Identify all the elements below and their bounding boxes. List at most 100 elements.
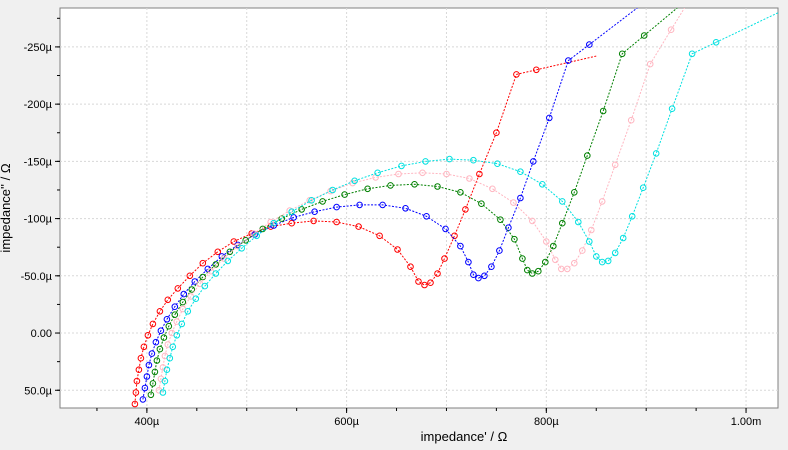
data-point-red[interactable] xyxy=(230,238,238,245)
data-point-blue[interactable] xyxy=(530,158,537,165)
data-point-blue[interactable] xyxy=(141,384,149,392)
data-point-pink[interactable] xyxy=(667,26,675,34)
data-point-pink[interactable] xyxy=(306,197,314,204)
data-point-cyan[interactable] xyxy=(169,343,177,351)
data-point-green[interactable] xyxy=(457,189,464,196)
data-point-cyan[interactable] xyxy=(628,213,636,220)
data-point-red[interactable] xyxy=(174,285,182,292)
data-point-blue[interactable] xyxy=(163,316,171,323)
data-point-cyan[interactable] xyxy=(668,105,676,112)
data-point-blue[interactable] xyxy=(402,205,409,212)
data-point-green[interactable] xyxy=(571,189,578,196)
data-point-blue[interactable] xyxy=(586,41,593,48)
data-point-cyan[interactable] xyxy=(398,162,405,170)
data-point-green[interactable] xyxy=(278,215,286,222)
data-point-pink[interactable] xyxy=(395,170,402,178)
data-point-green[interactable] xyxy=(319,198,326,205)
data-point-blue[interactable] xyxy=(356,201,363,209)
data-point-pink[interactable] xyxy=(443,170,450,178)
data-point-blue[interactable] xyxy=(333,203,340,211)
data-point-blue[interactable] xyxy=(488,263,495,271)
data-point-cyan[interactable] xyxy=(598,258,606,266)
data-point-pink[interactable] xyxy=(579,247,586,254)
data-point-green[interactable] xyxy=(153,357,161,364)
data-point-cyan[interactable] xyxy=(212,270,220,277)
data-point-pink[interactable] xyxy=(267,218,275,226)
data-point-cyan[interactable] xyxy=(192,295,200,303)
data-point-green[interactable] xyxy=(212,261,220,268)
data-point-green[interactable] xyxy=(341,191,348,198)
data-point-green[interactable] xyxy=(478,200,485,207)
data-point-blue[interactable] xyxy=(157,327,165,335)
data-point-blue[interactable] xyxy=(465,258,472,266)
data-point-green[interactable] xyxy=(298,206,306,213)
data-point-red[interactable] xyxy=(407,263,414,271)
data-point-cyan[interactable] xyxy=(539,181,546,188)
data-point-cyan[interactable] xyxy=(712,39,720,46)
data-point-red[interactable] xyxy=(434,270,441,277)
data-point-blue[interactable] xyxy=(475,274,482,282)
data-point-blue[interactable] xyxy=(442,225,449,233)
data-point-red[interactable] xyxy=(421,281,428,289)
data-point-green[interactable] xyxy=(364,185,371,193)
data-point-green[interactable] xyxy=(188,286,196,293)
data-point-green[interactable] xyxy=(599,107,607,115)
data-point-green[interactable] xyxy=(171,311,179,319)
data-point-red[interactable] xyxy=(132,389,140,396)
data-point-cyan[interactable] xyxy=(517,168,524,175)
data-point-cyan[interactable] xyxy=(253,232,261,240)
data-point-red[interactable] xyxy=(333,218,340,226)
data-point-red[interactable] xyxy=(214,248,222,256)
data-point-blue[interactable] xyxy=(457,242,464,250)
data-point-green[interactable] xyxy=(242,237,249,244)
data-point-cyan[interactable] xyxy=(604,257,612,265)
data-point-cyan[interactable] xyxy=(178,320,186,328)
data-point-green[interactable] xyxy=(497,216,504,223)
data-point-blue[interactable] xyxy=(517,194,524,202)
data-point-cyan[interactable] xyxy=(575,218,582,226)
data-point-red[interactable] xyxy=(533,66,540,74)
data-point-cyan[interactable] xyxy=(329,186,336,194)
data-point-red[interactable] xyxy=(355,223,362,230)
data-point-green[interactable] xyxy=(529,270,536,277)
data-point-cyan[interactable] xyxy=(224,257,232,265)
data-point-green[interactable] xyxy=(640,32,648,39)
data-point-red[interactable] xyxy=(137,354,145,362)
data-point-pink[interactable] xyxy=(489,185,496,193)
data-point-green[interactable] xyxy=(226,248,234,256)
data-point-green[interactable] xyxy=(160,334,168,341)
data-point-green[interactable] xyxy=(559,219,566,227)
data-point-pink[interactable] xyxy=(466,175,473,182)
data-point-blue[interactable] xyxy=(143,373,151,380)
data-point-cyan[interactable] xyxy=(586,238,593,245)
data-point-red[interactable] xyxy=(149,320,157,328)
data-point-pink[interactable] xyxy=(571,259,578,267)
plot-area[interactable] xyxy=(59,7,779,409)
data-point-green[interactable] xyxy=(584,152,591,159)
data-point-cyan[interactable] xyxy=(611,249,619,257)
data-point-pink[interactable] xyxy=(564,265,571,273)
data-point-red[interactable] xyxy=(131,400,139,408)
data-point-cyan[interactable] xyxy=(688,50,696,58)
data-point-cyan[interactable] xyxy=(201,282,209,290)
data-point-red[interactable] xyxy=(394,246,401,253)
data-point-green[interactable] xyxy=(156,345,164,353)
data-point-cyan[interactable] xyxy=(351,177,358,185)
data-point-cyan[interactable] xyxy=(166,354,174,362)
data-point-red[interactable] xyxy=(513,71,520,78)
data-point-cyan[interactable] xyxy=(159,389,167,396)
data-point-green[interactable] xyxy=(165,322,173,330)
data-point-red[interactable] xyxy=(376,232,383,240)
data-point-pink[interactable] xyxy=(611,161,619,169)
data-point-blue[interactable] xyxy=(379,201,386,209)
data-point-cyan[interactable] xyxy=(374,169,381,177)
data-point-green[interactable] xyxy=(151,368,159,376)
data-point-blue[interactable] xyxy=(171,303,179,311)
data-point-cyan[interactable] xyxy=(422,158,429,165)
data-point-red[interactable] xyxy=(462,206,469,213)
data-point-red[interactable] xyxy=(156,308,164,315)
data-point-cyan[interactable] xyxy=(308,197,315,204)
data-point-green[interactable] xyxy=(618,50,626,58)
data-point-cyan[interactable] xyxy=(288,208,296,215)
data-point-green[interactable] xyxy=(550,242,557,250)
